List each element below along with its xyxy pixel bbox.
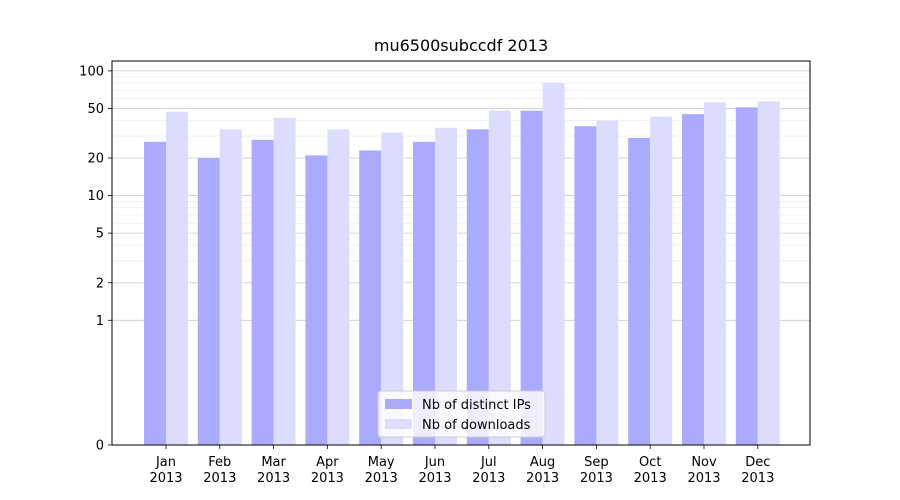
bar-distinct-ips <box>466 129 489 446</box>
bar-distinct-ips <box>413 141 435 445</box>
bar-distinct-ips <box>574 126 597 446</box>
x-tick-label: Feb 2013 <box>203 455 236 486</box>
y-tick-label: 10 <box>87 189 104 204</box>
plot-frame <box>111 60 811 446</box>
legend: Nb of distinct IPs Nb of downloads <box>377 390 546 438</box>
bar-downloads <box>488 110 511 445</box>
bar-distinct-ips <box>305 155 328 445</box>
x-tick-label: Oct 2013 <box>634 455 667 486</box>
y-tick-label: 20 <box>87 152 104 167</box>
bar-downloads <box>704 102 726 446</box>
x-tick-label: Dec 2013 <box>741 455 774 486</box>
bar-downloads <box>757 101 780 446</box>
x-tick-label: Mar 2013 <box>257 455 290 486</box>
axes: Jan 2013 Feb 2013 Mar 2013 Apr 2013 May 2013 Jun 20… <box>79 60 811 486</box>
legend-box <box>377 390 546 438</box>
bar-downloads <box>327 129 350 446</box>
x-tick-label: Jul 2013 <box>472 455 505 486</box>
y-tick-label: 5 <box>96 227 104 242</box>
bar-downloads <box>273 117 296 445</box>
y-tick-label: 1 <box>96 314 104 329</box>
bar-downloads <box>596 120 619 445</box>
bar-distinct-ips <box>197 158 220 445</box>
bar-downloads <box>542 82 565 445</box>
bar-distinct-ips <box>520 110 543 445</box>
chart-title: mu6500subccdf 2013 <box>374 36 548 55</box>
bar-distinct-ips <box>628 137 651 446</box>
bars <box>144 82 780 446</box>
y-tick-label: 0 <box>96 439 104 454</box>
x-tick-label: Sep 2013 <box>580 455 613 486</box>
bar-downloads <box>219 129 242 446</box>
x-tick-label: May 2013 <box>365 455 398 486</box>
x-tick-label: Apr 2013 <box>311 455 344 486</box>
y-tick-label: 50 <box>87 102 104 117</box>
y-tick-label: 2 <box>96 276 104 291</box>
y-tick-label: 100 <box>79 64 104 79</box>
legend-label: Nb of distinct IPs <box>422 398 531 413</box>
bar-distinct-ips <box>735 107 758 445</box>
legend-label: Nb of downloads <box>422 418 531 433</box>
x-tick-label: Nov 2013 <box>687 455 720 486</box>
bar-downloads <box>650 116 673 445</box>
legend-swatch <box>385 399 412 409</box>
bar-distinct-ips <box>144 141 166 445</box>
bar-distinct-ips <box>359 150 382 445</box>
bar-downloads <box>381 132 404 446</box>
x-tick-label: Jan 2013 <box>149 455 182 486</box>
x-tick-label: Aug 2013 <box>526 455 559 486</box>
bar-downloads <box>435 127 457 445</box>
x-tick-label: Jun 2013 <box>418 455 451 486</box>
bar-distinct-ips <box>682 114 704 445</box>
legend-swatch <box>385 419 412 429</box>
bar-distinct-ips <box>251 139 274 445</box>
bar-downloads <box>166 111 188 445</box>
